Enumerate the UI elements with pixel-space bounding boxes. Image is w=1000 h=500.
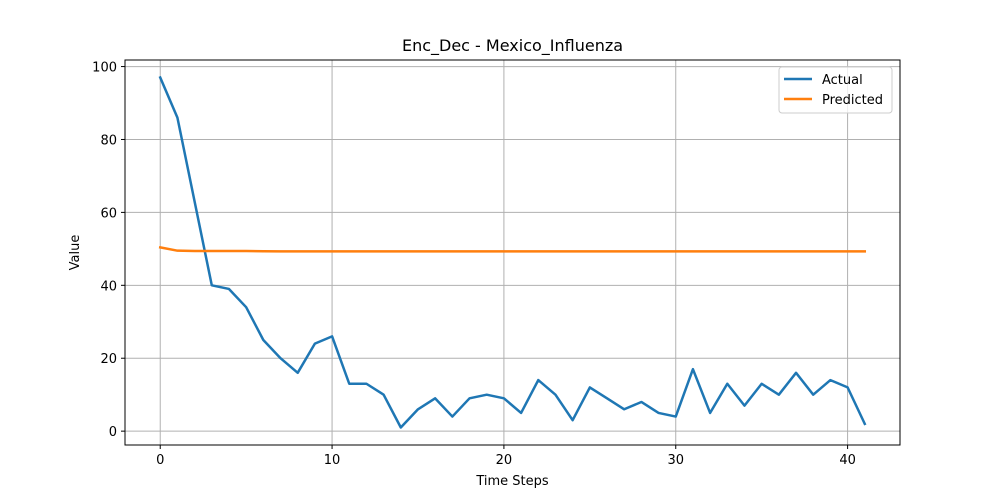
y-tick-label: 100 — [92, 61, 117, 76]
plot-frame — [124, 59, 901, 446]
ticks: 0 10 20 30 40 0 20 40 60 80 100 — [92, 61, 856, 468]
series-line-actual — [158, 75, 867, 429]
chart-title: Enc_Dec - Mexico_Influenza — [402, 36, 623, 56]
series-layer — [158, 75, 867, 429]
y-tick-label: 20 — [100, 352, 117, 367]
y-tick-label: 40 — [100, 279, 117, 294]
x-tick-label: 30 — [667, 453, 684, 468]
y-tick-label: 0 — [109, 425, 117, 440]
y-tick-label: 80 — [100, 133, 117, 148]
legend-label-predicted: Predicted — [822, 93, 883, 108]
legend-label-actual: Actual — [822, 73, 863, 88]
series-line-predicted — [158, 245, 867, 253]
x-tick-label: 40 — [839, 453, 856, 468]
x-tick-label: 20 — [496, 453, 513, 468]
x-axis-label: Time Steps — [475, 474, 549, 489]
y-axis-label: Value — [68, 235, 83, 271]
x-tick-label: 10 — [324, 453, 341, 468]
x-tick-label: 0 — [156, 453, 164, 468]
legend: Actual Predicted — [778, 66, 893, 114]
y-tick-label: 60 — [100, 206, 117, 221]
